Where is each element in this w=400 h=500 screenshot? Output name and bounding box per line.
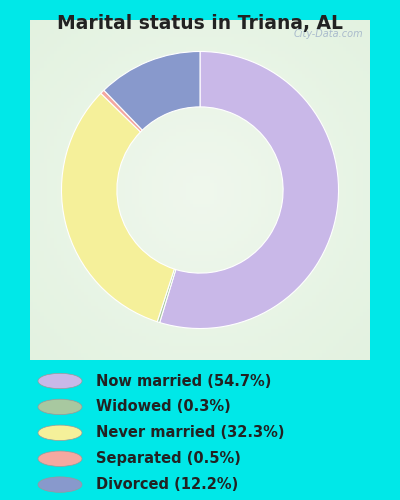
Wedge shape [104,52,200,130]
Circle shape [38,477,82,492]
Wedge shape [101,90,142,132]
Text: Marital status in Triana, AL: Marital status in Triana, AL [57,14,343,33]
Text: Never married (32.3%): Never married (32.3%) [96,426,284,440]
Circle shape [38,451,82,466]
Text: Separated (0.5%): Separated (0.5%) [96,451,241,466]
Wedge shape [160,52,338,328]
Wedge shape [157,269,176,322]
Text: Widowed (0.3%): Widowed (0.3%) [96,400,231,414]
Circle shape [38,374,82,388]
Wedge shape [62,94,174,322]
Circle shape [38,399,82,414]
Circle shape [38,425,82,440]
Text: City-Data.com: City-Data.com [294,29,364,39]
Text: Divorced (12.2%): Divorced (12.2%) [96,477,238,492]
Text: Now married (54.7%): Now married (54.7%) [96,374,271,388]
